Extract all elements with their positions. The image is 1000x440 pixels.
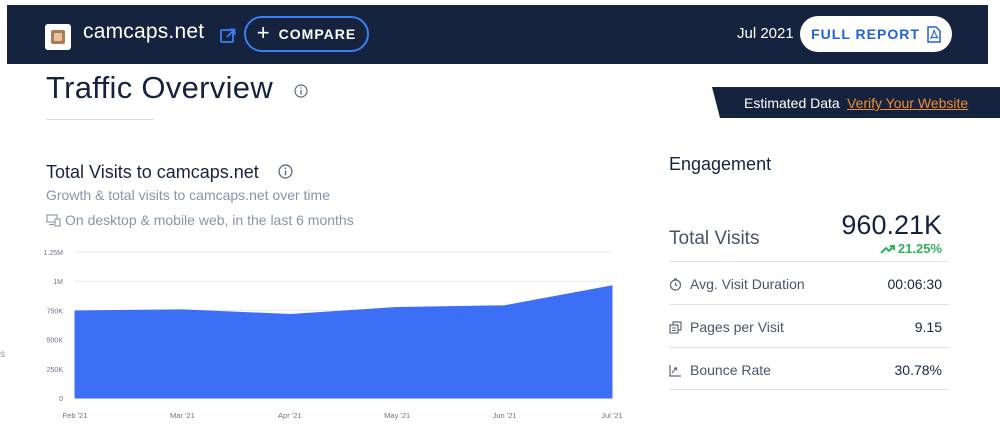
date-selector[interactable]: Jul 2021 <box>737 25 794 42</box>
compare-button[interactable]: + COMPARE <box>244 16 369 52</box>
engagement-row-duration: Avg. Visit Duration 00:06:30 <box>669 261 949 304</box>
info-icon[interactable] <box>294 84 308 98</box>
x-tick-label: Jul '21 <box>601 411 622 420</box>
pages-icon <box>669 320 682 334</box>
y-tick-label: 250K <box>47 367 64 374</box>
engagement-row-label: Pages per Visit <box>690 319 784 335</box>
total-visits-chart: 0 250K 500K 750K 1M 1.25M Feb '21 Mar '21 Apr '2… <box>44 250 623 420</box>
x-tick-label: Mar '21 <box>170 411 195 420</box>
engagement-row-value: 00:06:30 <box>887 276 943 292</box>
y-tick-label: 1M <box>53 279 63 286</box>
estimated-data-label: Estimated Data <box>744 95 840 111</box>
site-favicon-icon <box>45 24 71 50</box>
visits-card-title: Total Visits to camcaps.net <box>46 162 259 182</box>
x-tick-label: Jun '21 <box>493 411 517 420</box>
visits-area-series <box>74 285 613 399</box>
verify-website-link[interactable]: Verify Your Website <box>847 95 969 111</box>
x-tick-label: Apr '21 <box>278 411 302 420</box>
total-visits-change-value: 21.25% <box>897 241 942 256</box>
visits-card-scope: On desktop & mobile web, in the last 6 m… <box>46 212 354 228</box>
visits-card-scope-text: On desktop & mobile web, in the last 6 m… <box>65 212 354 228</box>
y-tick-label: 750K <box>47 308 64 315</box>
edge-fragment: s <box>0 349 5 360</box>
y-tick-label: 1.25M <box>44 250 64 257</box>
x-tick-label: Feb '21 <box>63 411 88 420</box>
page-title: Traffic Overview <box>46 70 274 105</box>
top-bar: camcaps.net + COMPARE Jul 2021 FULL REPO… <box>7 5 988 64</box>
total-visits-value: 960.21K <box>841 210 942 240</box>
info-icon[interactable] <box>278 164 293 179</box>
bounce-icon <box>669 364 681 377</box>
engagement-row-value: 30.78% <box>894 362 942 378</box>
devices-icon <box>46 213 61 227</box>
full-report-label: FULL REPORT <box>811 26 920 42</box>
clock-icon <box>669 277 682 291</box>
x-tick-label: May '21 <box>384 411 410 420</box>
engagement-row-value: 9.15 <box>914 319 942 335</box>
compare-label: COMPARE <box>278 26 357 42</box>
visits-card-subtitle: Growth & total visits to camcaps.net ove… <box>46 187 330 203</box>
external-link-icon[interactable] <box>219 27 237 45</box>
engagement-row-bounce: Bounce Rate 30.78% <box>669 347 949 390</box>
pdf-icon <box>927 25 941 43</box>
plus-icon: + <box>256 20 271 45</box>
full-report-button[interactable]: FULL REPORT <box>800 16 952 52</box>
y-tick-label: 0 <box>59 396 63 403</box>
title-divider <box>46 119 154 120</box>
site-name[interactable]: camcaps.net <box>83 20 205 43</box>
engagement-title: Engagement <box>669 154 772 174</box>
engagement-divider <box>669 389 949 390</box>
engagement-row-pages: Pages per Visit 9.15 <box>669 304 949 347</box>
trend-up-icon <box>880 244 895 254</box>
estimated-data-banner <box>712 87 1000 118</box>
engagement-row-label: Avg. Visit Duration <box>690 276 805 292</box>
engagement-row-label: Bounce Rate <box>690 362 771 378</box>
y-tick-label: 500K <box>47 338 64 345</box>
total-visits-label: Total Visits <box>669 228 760 249</box>
total-visits-change: 21.25% <box>880 241 942 256</box>
